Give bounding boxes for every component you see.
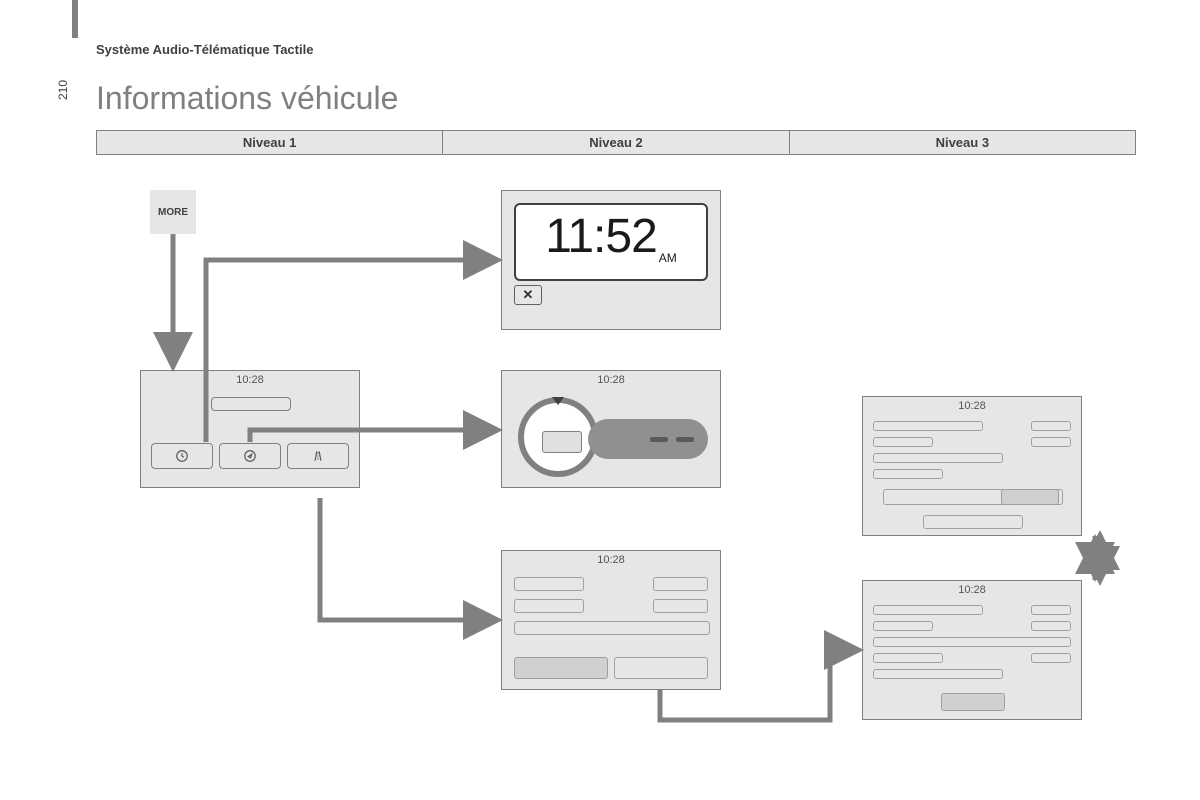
level-1-header: Niveau 1 bbox=[97, 131, 443, 155]
field bbox=[873, 453, 1003, 463]
tab-button[interactable] bbox=[514, 657, 608, 679]
field bbox=[514, 599, 584, 613]
button[interactable] bbox=[941, 693, 1005, 711]
screen-time: 10:28 bbox=[141, 371, 359, 389]
clock-screen: 11:52 AM ✕ bbox=[501, 190, 721, 330]
level3-screen-a: 10:28 bbox=[862, 396, 1082, 536]
field bbox=[873, 653, 943, 663]
level-2-header: Niveau 2 bbox=[443, 131, 789, 155]
compass-screen: 10:28 bbox=[501, 370, 721, 488]
clock-icon bbox=[175, 449, 189, 463]
road-icon bbox=[311, 449, 325, 463]
field bbox=[923, 515, 1023, 529]
compass-readout bbox=[588, 419, 708, 459]
more-label: MORE bbox=[158, 207, 188, 218]
field bbox=[873, 637, 1071, 647]
dash-icon bbox=[676, 437, 694, 442]
screen-time: 10:28 bbox=[502, 371, 720, 389]
page-title: Informations véhicule bbox=[96, 80, 398, 117]
level-3-header: Niveau 3 bbox=[789, 131, 1135, 155]
field bbox=[1031, 437, 1071, 447]
trip-screen: 10:28 bbox=[501, 550, 721, 690]
trip-tab-button[interactable] bbox=[287, 443, 349, 469]
close-icon: ✕ bbox=[523, 287, 534, 303]
compass-icon bbox=[243, 449, 257, 463]
page-marker bbox=[72, 0, 78, 38]
status-pill bbox=[211, 397, 291, 411]
more-button[interactable]: MORE bbox=[150, 190, 196, 234]
close-button[interactable]: ✕ bbox=[514, 285, 542, 305]
field bbox=[873, 421, 983, 431]
field bbox=[653, 599, 708, 613]
compass-tab-button[interactable] bbox=[219, 443, 281, 469]
clock-tab-button[interactable] bbox=[151, 443, 213, 469]
field bbox=[873, 669, 1003, 679]
screen-time: 10:28 bbox=[863, 581, 1081, 599]
level1-menu-screen: 10:28 bbox=[140, 370, 360, 488]
clock-ampm: AM bbox=[659, 251, 677, 265]
field bbox=[1031, 605, 1071, 615]
field bbox=[514, 621, 710, 635]
field bbox=[873, 469, 943, 479]
field bbox=[1031, 653, 1071, 663]
dash-icon bbox=[650, 437, 668, 442]
compass-dial bbox=[518, 397, 598, 477]
field bbox=[873, 621, 933, 631]
field bbox=[1031, 621, 1071, 631]
level3-screen-b: 10:28 bbox=[862, 580, 1082, 720]
field bbox=[1031, 421, 1071, 431]
field bbox=[873, 605, 983, 615]
level-header-table: Niveau 1 Niveau 2 Niveau 3 bbox=[96, 130, 1136, 155]
field bbox=[514, 577, 584, 591]
compass-window bbox=[542, 431, 582, 453]
tab-button[interactable] bbox=[614, 657, 708, 679]
field bbox=[653, 577, 708, 591]
screen-time: 10:28 bbox=[502, 551, 720, 569]
screen-time: 10:28 bbox=[863, 397, 1081, 415]
button[interactable] bbox=[1001, 489, 1059, 505]
page-number: 210 bbox=[56, 80, 70, 100]
clock-time: 11:52 bbox=[545, 209, 657, 264]
field bbox=[873, 437, 933, 447]
clock-display: 11:52 AM bbox=[514, 203, 708, 281]
section-header: Système Audio-Télématique Tactile bbox=[96, 42, 313, 57]
